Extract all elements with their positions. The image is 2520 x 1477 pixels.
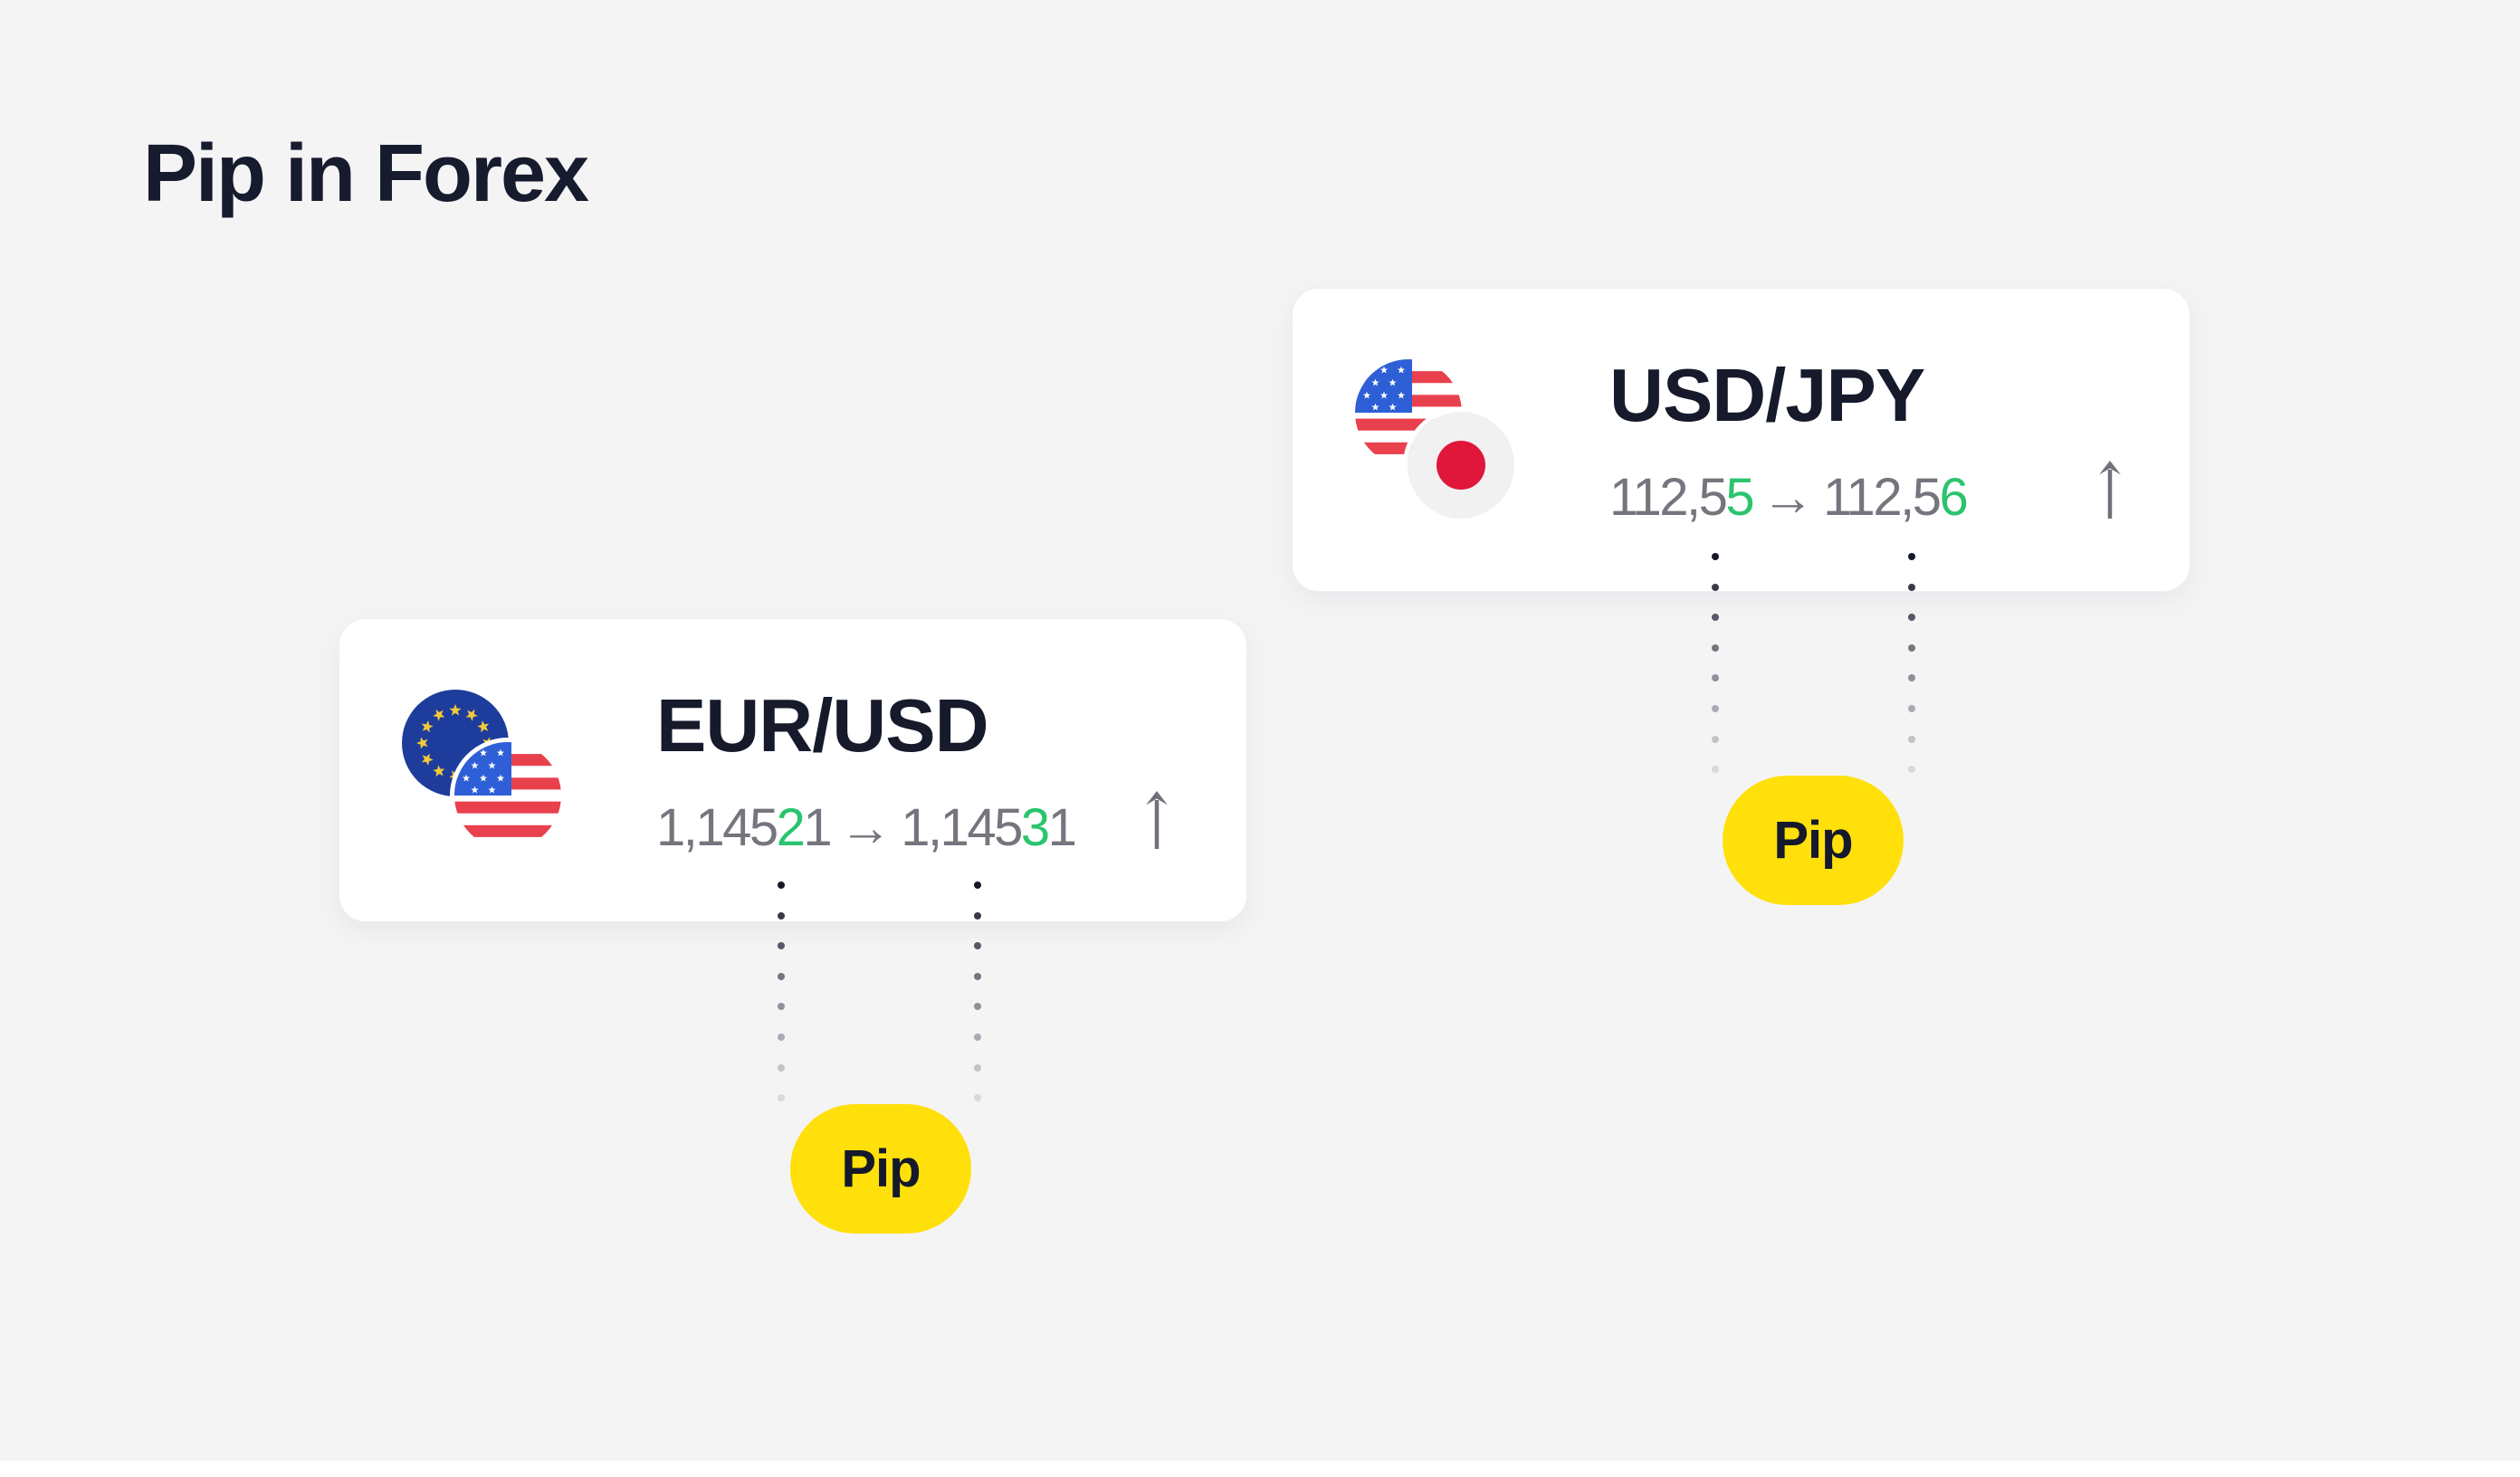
dotted-connector xyxy=(974,881,981,1125)
price-after: 112,56 xyxy=(1823,468,1969,527)
pip-badge-label: Pip xyxy=(1773,811,1853,870)
pair-title: USD/JPY xyxy=(1609,353,1925,437)
price-after-prefix: 1,145 xyxy=(901,798,1023,857)
pip-digit-after: 6 xyxy=(1939,468,1968,527)
currency-card-eurusd: EUR/USD 1,14521 → 1,14531 xyxy=(339,618,1247,922)
dotted-connector xyxy=(1712,553,1719,796)
pip-badge: Pip xyxy=(790,1104,971,1234)
currency-card-usdjpy: USD/JPY 112,55 → 112,56 xyxy=(1292,288,2191,592)
dotted-connector xyxy=(1908,553,1915,796)
price-after: 1,14531 xyxy=(901,798,1077,857)
pip-badge: Pip xyxy=(1723,776,1904,905)
price-before-prefix: 112,5 xyxy=(1609,468,1728,527)
price-before-suffix: 1 xyxy=(803,798,832,857)
page-title: Pip in Forex xyxy=(143,129,589,219)
pip-digit-before: 2 xyxy=(776,798,806,857)
pip-badge-label: Pip xyxy=(841,1139,921,1198)
price-after-suffix: 1 xyxy=(1047,798,1077,857)
price-quote: 1,14521 → 1,14531 xyxy=(656,802,1077,854)
up-arrow-icon xyxy=(2098,461,2122,520)
pip-digit-before: 5 xyxy=(1725,468,1754,527)
pair-title: EUR/USD xyxy=(656,683,989,767)
jp-flag-icon xyxy=(1403,407,1519,523)
price-quote: 112,55 → 112,56 xyxy=(1609,472,1969,524)
pip-digit-after: 3 xyxy=(1020,798,1050,857)
price-after-prefix: 112,5 xyxy=(1823,468,1942,527)
up-arrow-icon xyxy=(1145,791,1169,851)
us-flag-icon xyxy=(450,738,566,853)
price-before-prefix: 1,145 xyxy=(656,798,778,857)
price-transition-arrow: → xyxy=(839,798,892,857)
bottom-edge xyxy=(0,1461,2520,1477)
price-before: 112,55 xyxy=(1609,468,1755,527)
price-transition-arrow: → xyxy=(1761,468,1815,527)
price-before: 1,14521 xyxy=(656,798,833,857)
dotted-connector xyxy=(778,881,785,1125)
